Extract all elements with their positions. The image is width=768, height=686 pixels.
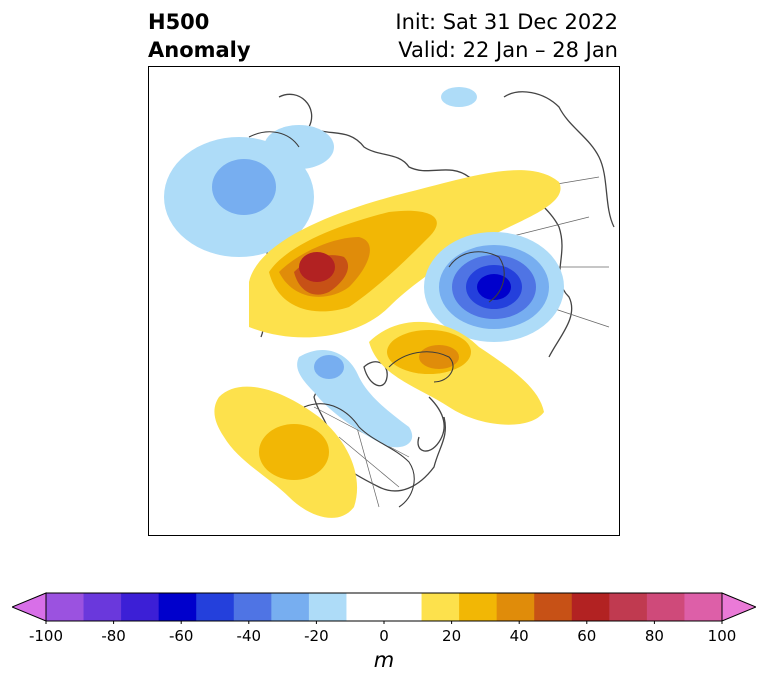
colorbar-tick-label: -20 <box>304 627 329 645</box>
colorbar-segment <box>609 593 648 621</box>
map-title: H500 Anomaly <box>148 8 251 64</box>
negative-anomaly-europe-min <box>477 274 511 300</box>
colorbar-segment <box>346 593 385 621</box>
valid-range: Valid: 22 Jan – 28 Jan <box>398 38 618 62</box>
positive-anomaly-western-us-core <box>259 424 329 480</box>
colorbar-segment <box>46 593 85 621</box>
colorbar-segment <box>158 593 197 621</box>
colorbar-segment <box>534 593 573 621</box>
init-date: Init: Sat 31 Dec 2022 <box>395 10 618 34</box>
anomaly-map <box>148 66 620 536</box>
colorbar-segment <box>271 593 310 621</box>
colorbar-tick-label: 60 <box>577 627 597 645</box>
colorbar-segment <box>384 593 423 621</box>
colorbar-tick-label: -80 <box>101 627 126 645</box>
colorbar-tick-label: -100 <box>28 627 64 645</box>
title-line1: H500 <box>148 10 210 34</box>
colorbar-segment <box>459 593 498 621</box>
colorbar-segment <box>308 593 347 621</box>
colorbar-segment <box>646 593 685 621</box>
negative-anomaly-canada-core <box>314 355 344 379</box>
colorbar-tick-label: -40 <box>236 627 262 645</box>
colorbar-segment <box>196 593 235 621</box>
colorbar-segment <box>121 593 160 621</box>
map-subtitle: Init: Sat 31 Dec 2022 Valid: 22 Jan – 28… <box>395 8 618 64</box>
title-line2: Anomaly <box>148 38 251 62</box>
colorbar <box>12 592 756 624</box>
negative-anomaly-north <box>441 87 477 107</box>
negative-anomaly-pacific-core <box>212 159 276 215</box>
colorbar-segment <box>421 593 460 621</box>
colorbar-extend-max <box>721 592 756 622</box>
colorbar-segment <box>496 593 535 621</box>
colorbar-segment <box>83 593 122 621</box>
colorbar-segment <box>571 593 610 621</box>
colorbar-tick-label: -60 <box>168 627 194 645</box>
colorbar-tick-label: 40 <box>509 627 529 645</box>
colorbar-ticks: -100 -80 -60 -40 -20 0 20 40 60 80 100 <box>0 627 768 647</box>
colorbar-tick-label: 100 <box>707 627 737 645</box>
colorbar-unit-label: m <box>373 648 395 672</box>
colorbar-segment <box>233 593 272 621</box>
colorbar-extend-min <box>12 592 47 622</box>
positive-anomaly-ridge-max <box>299 252 335 282</box>
colorbar-segment <box>684 593 723 621</box>
positive-anomaly-greenland-core <box>419 345 459 369</box>
colorbar-tick-label: 80 <box>644 627 664 645</box>
colorbar-tick-label: 0 <box>379 627 389 645</box>
map-canvas <box>164 87 615 518</box>
coastline-overlay <box>248 131 505 508</box>
colorbar-tick-label: 20 <box>442 627 462 645</box>
